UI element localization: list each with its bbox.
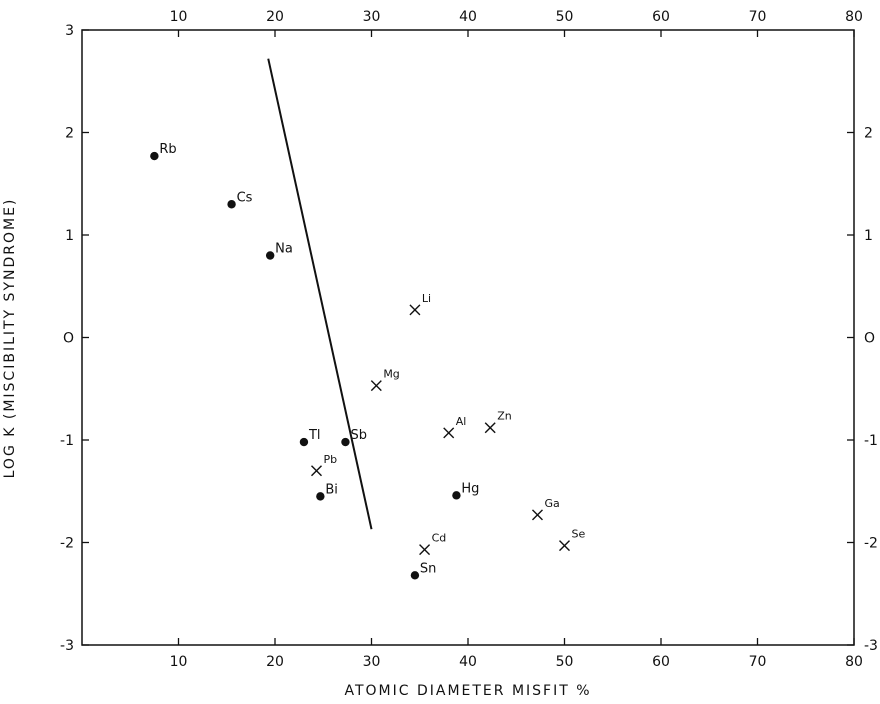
boundary-line bbox=[267, 58, 373, 530]
y-tick-label-right: -1 bbox=[864, 433, 878, 449]
point-label-sb: Sb bbox=[350, 428, 367, 443]
point-label-al: Al bbox=[456, 415, 467, 428]
point-sn bbox=[410, 571, 420, 580]
point-label-li: Li bbox=[422, 292, 431, 305]
x-tick-label-bottom: 70 bbox=[749, 654, 767, 670]
y-tick-label-right: -2 bbox=[864, 536, 878, 552]
point-marker-stroke bbox=[370, 380, 382, 392]
y-tick-label-right: 2 bbox=[864, 126, 873, 142]
point-zn bbox=[484, 422, 496, 434]
y-tick-label-left: 3 bbox=[65, 23, 74, 39]
y-tick-label-right: O bbox=[864, 331, 875, 347]
x-tick-label-top: 40 bbox=[459, 9, 477, 25]
point-marker-stroke bbox=[311, 465, 322, 477]
y-tick-label-left: -3 bbox=[60, 638, 74, 654]
y-tick-label-right: 1 bbox=[864, 228, 873, 244]
point-marker-stroke bbox=[484, 422, 496, 434]
x-tick-label-top: 20 bbox=[266, 9, 284, 25]
x-tick-label-bottom: 30 bbox=[363, 654, 381, 670]
x-tick-label-top: 50 bbox=[556, 9, 574, 25]
point-marker-stroke bbox=[419, 544, 431, 556]
y-axis-label: LOG K (MISCIBILITY SYNDROME) bbox=[2, 198, 18, 479]
point-label-pb: Pb bbox=[323, 453, 337, 466]
axis-ticks bbox=[82, 29, 855, 646]
point-mg bbox=[370, 380, 382, 392]
point-al bbox=[443, 427, 455, 439]
point-marker-stroke bbox=[531, 509, 543, 521]
point-sb bbox=[341, 437, 350, 447]
plot-frame bbox=[81, 29, 855, 646]
point-marker-stroke bbox=[559, 540, 570, 552]
point-marker-stroke bbox=[443, 427, 455, 439]
point-label-sn: Sn bbox=[420, 561, 437, 576]
x-tick-label-bottom: 50 bbox=[556, 654, 574, 670]
point-label-cs: Cs bbox=[237, 190, 253, 205]
x-tick-label-top: 30 bbox=[363, 9, 381, 25]
point-cd bbox=[419, 544, 431, 556]
x-tick-label-bottom: 80 bbox=[845, 654, 863, 670]
point-pb bbox=[311, 465, 322, 477]
point-cs bbox=[227, 200, 236, 209]
point-tl bbox=[299, 437, 309, 447]
point-label-se: Se bbox=[572, 528, 586, 541]
x-tick-label-top: 10 bbox=[170, 9, 188, 25]
x-tick-label-bottom: 20 bbox=[266, 654, 284, 670]
point-ga bbox=[531, 509, 543, 521]
y-tick-label-right: -3 bbox=[864, 638, 878, 654]
point-label-tl: Tl bbox=[308, 428, 321, 443]
point-marker-stroke bbox=[409, 304, 421, 316]
point-li bbox=[409, 304, 421, 316]
x-tick-label-bottom: 10 bbox=[170, 654, 188, 670]
point-label-bi: Bi bbox=[325, 482, 338, 497]
point-label-hg: Hg bbox=[461, 481, 479, 496]
point-label-na: Na bbox=[275, 242, 293, 257]
y-tick-label-left: -2 bbox=[60, 536, 74, 552]
data-points: Rb Cs Na Li Mg Tl Sb Pb Bi Al Zn Hg Ga Se Cd Sn bbox=[150, 142, 586, 580]
point-label-mg: Mg bbox=[383, 368, 399, 381]
point-hg bbox=[452, 491, 461, 500]
point-rb bbox=[150, 151, 159, 161]
y-tick-label-left: O bbox=[63, 331, 74, 347]
point-label-cd: Cd bbox=[432, 532, 447, 545]
point-label-ga: Ga bbox=[544, 497, 559, 510]
x-tick-label-top: 80 bbox=[845, 9, 863, 25]
point-na bbox=[265, 251, 275, 260]
x-tick-label-bottom: 60 bbox=[652, 654, 670, 670]
y-tick-label-left: 2 bbox=[65, 126, 74, 142]
point-label-rb: Rb bbox=[159, 142, 176, 157]
x-tick-label-top: 70 bbox=[749, 9, 767, 25]
point-se bbox=[559, 540, 570, 552]
point-bi bbox=[316, 492, 325, 501]
x-tick-label-bottom: 40 bbox=[459, 654, 477, 670]
tick-labels: 10102020303040405050606070708080-3-2-1O1… bbox=[60, 9, 878, 670]
x-axis-label: ATOMIC DIAMETER MISFIT % bbox=[344, 683, 591, 699]
y-tick-label-left: -1 bbox=[60, 433, 74, 449]
point-label-zn: Zn bbox=[497, 410, 512, 423]
x-tick-label-top: 60 bbox=[652, 9, 670, 25]
y-tick-label-left: 1 bbox=[65, 228, 74, 244]
